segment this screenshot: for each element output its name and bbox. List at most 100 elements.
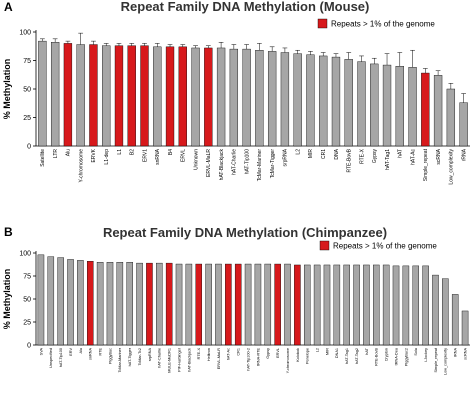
panel-b-bar [67, 259, 74, 346]
panel-a-bar [216, 47, 226, 147]
panel-b-bar [185, 263, 193, 346]
panel-b-category-label: Simple_repeat [434, 347, 438, 372]
panel-a-bar [370, 63, 379, 147]
panel-b-category-label: PiggyBac2 [404, 348, 408, 366]
panel-a-category-label: hAT-Charlie [232, 149, 238, 175]
panel-b-bar [37, 254, 45, 346]
panel-b-bar [442, 278, 449, 346]
panel-b-bar [195, 263, 203, 346]
panel-a-category-label: hAT-Ac [410, 149, 416, 166]
panel-b-category-label: RTE-BovB [375, 348, 379, 366]
panel-b-bar [422, 265, 429, 346]
panel-a-bar [331, 56, 341, 147]
panel-b-bar [402, 265, 410, 346]
panel-a-y-tick-label: 75 [23, 58, 31, 65]
panel-a-category-label: Low_complexity [449, 149, 455, 185]
panel-a-category-label: scRNA [436, 148, 442, 164]
panel-b-category-label: L2 [316, 348, 320, 352]
panel-a-bar [191, 47, 200, 147]
panel-b-category-label: RTE [99, 348, 103, 356]
panel-b-category-label: Sola [414, 347, 418, 355]
panel-b-bar [165, 262, 173, 346]
panel-a-category-label: TcMar-Tigger [270, 149, 276, 179]
panel-b-legend-label: Repeats > 1% of the genome [333, 242, 437, 251]
panel-b-category-label: hAT-Charlie [158, 348, 162, 368]
panel-b-category-label: hAT-Blackjack [187, 348, 191, 372]
panel-b-letter: B [4, 225, 13, 239]
panel-a-category-label: Alu [66, 149, 72, 156]
panel-b-category-label: srpRNA [148, 348, 152, 362]
panel-a-bar [344, 59, 353, 147]
panel-b-bar [353, 264, 360, 346]
panel-a-bar [229, 48, 239, 147]
panel-a-category-label: MIR [308, 149, 314, 159]
panel-b-bar [215, 263, 222, 346]
panel-b-bar [461, 310, 469, 346]
panel-b-category-label: hAT-Tag1 [345, 348, 349, 364]
panel-b-bar [136, 262, 143, 346]
panel-b-category-label: Crypton [385, 348, 389, 361]
panel-a-category-label: B2 [130, 149, 136, 155]
panel-b-bar [146, 262, 153, 346]
panel-b-category-label: Y-chromosome [286, 348, 290, 373]
panel-a-bar [306, 54, 315, 147]
panel-b-category-label: Kolobok [296, 348, 300, 362]
panel-b-category-label: TcMar-Tc2 [138, 348, 142, 366]
panel-a-category-label: TcMar-Mariner [257, 149, 263, 182]
panel-b-bar [234, 263, 242, 346]
panel-a-y-tick-label: 0 [27, 144, 31, 151]
panel-a-category-label: L2 [295, 149, 301, 155]
panel-b-category-label: ERV [69, 348, 73, 356]
panel-a-category-label: RTE-BovB [347, 148, 353, 172]
panel-b-category-label: Low_complexity [444, 348, 448, 375]
panel-b-category-label: Penelope [306, 348, 310, 364]
panel-b-legend-swatch [319, 240, 330, 251]
panel-b-category-label: Gypsy [266, 348, 270, 359]
panel-a-bar [459, 102, 468, 147]
panel-b-category-label: hAT-Tip100-2 [246, 348, 250, 371]
panel-a-category-label: L1 [117, 149, 123, 155]
panel-b-bar [264, 263, 272, 346]
panel-a-category-label: LTR [53, 149, 59, 158]
panel-a-bar [446, 88, 456, 147]
panel-a-bar [280, 52, 290, 147]
panel-a-letter: A [4, 0, 13, 14]
panel-b-bar [373, 264, 380, 346]
panel-b-bar [205, 263, 212, 346]
panel-a-title: Repeat Family DNA Methylation (Mouse) [121, 0, 370, 14]
panel-b-category-label: tRNA-Deu [394, 348, 398, 365]
panel-b-bar [343, 264, 350, 346]
panel-b-bar [382, 264, 390, 346]
panel-a-category-label: rRNA [461, 148, 467, 161]
panel-a-legend-swatch [317, 18, 328, 29]
panel-b-category-label: hAT-Tigger [128, 347, 132, 366]
panel-b-bar [225, 263, 232, 346]
panel-b-bar [156, 262, 163, 346]
panel-b-category-label: hAT-Ac [227, 348, 231, 360]
panel-a-category-label: hAT-Blackjack [219, 149, 225, 181]
panel-a-bar [382, 64, 392, 147]
panel-b-bar [116, 262, 124, 346]
panel-b-category-label: I-Jockey [424, 348, 428, 362]
panel-b-category-label: snRNA [89, 348, 93, 360]
panel-a-category-label: ERVK [91, 148, 97, 162]
panel-b-category-label: PIF-Harbinger [177, 347, 181, 372]
panel-b-category-label: hAT-Tag2 [355, 348, 359, 364]
panel-b-bar [244, 263, 252, 346]
panel-a-category-label: Satellite [40, 149, 46, 167]
panel-b-category-label: TcMar-Mariner [118, 347, 122, 372]
panel-b-category-label: MULE-MuDR1 [168, 348, 172, 373]
panel-b-bar [254, 263, 262, 346]
panel-a-bar [38, 40, 47, 147]
panel-b-bar [432, 274, 439, 346]
panel-a-category-label: hAT [398, 149, 404, 158]
panel-a-category-label: DNA [334, 148, 340, 159]
panel-b-bar [77, 260, 84, 346]
panel-a-bar [140, 45, 149, 147]
panel-a-category-label: hAT-Tag1 [385, 149, 391, 170]
panel-a-category-label: ERVL-MaLR [206, 149, 212, 177]
panel-a-bar [204, 47, 213, 147]
panel-a-bar [127, 45, 136, 147]
panel-b-bar [303, 264, 311, 346]
panel-b-y-tick-label: 0 [27, 343, 31, 350]
